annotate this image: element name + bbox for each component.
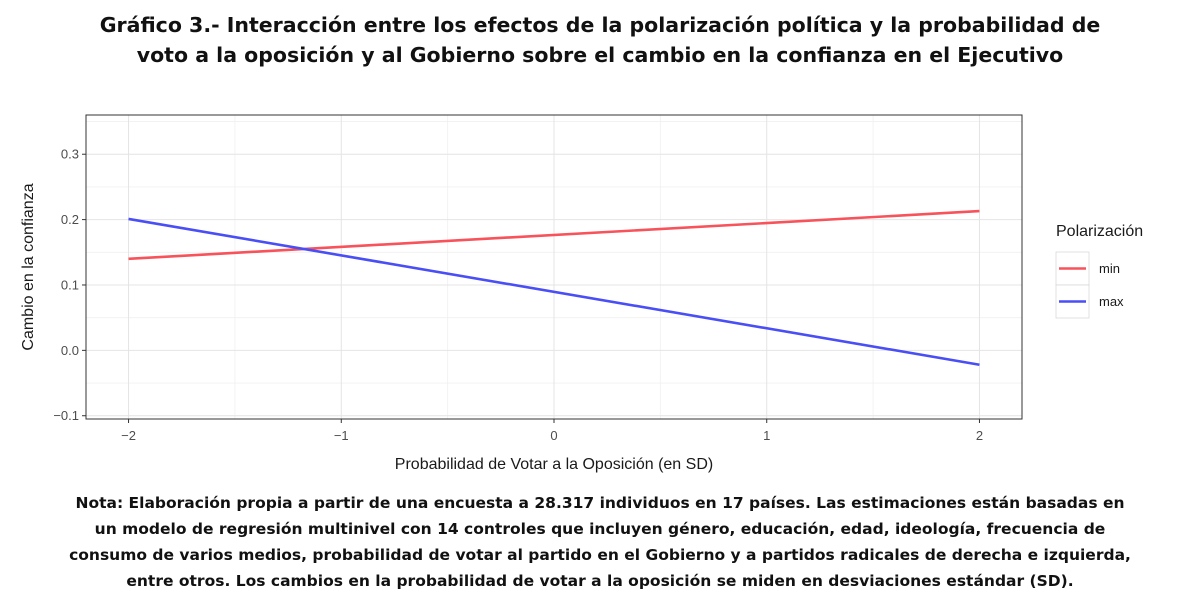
y-tick-label: 0.1 [61,277,79,292]
note-line-3: consumo de varios medios, probabilidad d… [69,546,1131,564]
x-tick-label: 2 [976,428,983,443]
legend-label-min: min [1099,261,1120,276]
x-tick-label: 0 [550,428,557,443]
series-line-max [128,217,980,367]
series-lines [128,209,980,367]
y-axis-label: Cambio en la confianza [20,183,37,350]
chart-title: Gráfico 3.- Interacción entre los efecto… [0,10,1200,70]
legend-label-max: max [1099,294,1124,309]
legend-items: min max [1055,251,1124,319]
note-line-1: Nota: Elaboración propia a partir de una… [75,494,1125,512]
x-axis-label: Probabilidad de Votar a la Oposición (en… [395,456,713,473]
note-line-4: entre otros. Los cambios en la probabili… [126,572,1074,590]
footnote: Nota: Elaboración propia a partir de una… [10,490,1190,594]
legend: Polarización min max [1055,223,1143,319]
major-gridlines [86,115,1022,419]
y-tick-label: 0.3 [61,147,79,162]
series-line-min [128,209,980,261]
x-tick-label: −2 [121,428,136,443]
title-line-2: voto a la oposición y al Gobierno sobre … [136,43,1064,67]
y-axis-ticks: −0.1 0.0 0.1 0.2 0.3 [53,147,86,423]
title-line-1: Gráfico 3.- Interacción entre los efecto… [99,13,1101,37]
y-tick-label: −0.1 [53,408,79,423]
x-axis-ticks: −2 −1 0 1 2 [121,419,983,443]
note-line-2: un modelo de regresión multinivel con 14… [94,520,1106,538]
y-tick-label: 0.2 [61,212,79,227]
legend-title: Polarización [1056,223,1143,240]
y-tick-label: 0.0 [61,343,79,358]
x-tick-label: −1 [334,428,349,443]
x-tick-label: 1 [763,428,770,443]
